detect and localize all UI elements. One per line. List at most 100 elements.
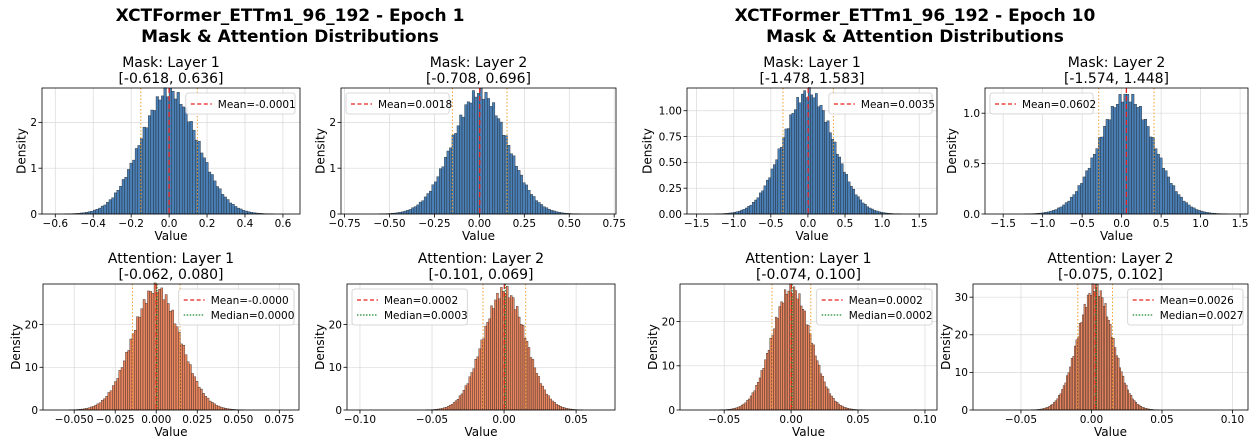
histogram-bar bbox=[753, 390, 756, 411]
histogram-bar bbox=[138, 316, 141, 411]
x-tick-label: −0.025 bbox=[96, 414, 135, 426]
y-tick-label: 20 bbox=[955, 330, 968, 342]
y-tick-label: 1.0 bbox=[963, 108, 980, 120]
histogram-bar bbox=[496, 293, 499, 411]
x-tick-label: 0.2 bbox=[199, 218, 216, 230]
histogram-bar bbox=[1067, 372, 1070, 411]
histogram-bar bbox=[114, 381, 117, 411]
histogram-bar bbox=[223, 196, 227, 215]
histogram-bar bbox=[540, 204, 544, 215]
histogram-bar bbox=[550, 210, 554, 215]
histogram-bar bbox=[1092, 154, 1096, 215]
histogram-bar bbox=[474, 358, 477, 411]
histogram-bar bbox=[514, 166, 518, 215]
histogram-bar bbox=[191, 373, 194, 411]
histogram-bar bbox=[184, 107, 188, 215]
histogram-bar bbox=[845, 174, 849, 215]
histogram-bar bbox=[1182, 200, 1186, 215]
panel-range: [-0.074, 0.100] bbox=[756, 267, 861, 283]
histogram-bar bbox=[94, 404, 97, 411]
histogram-bar bbox=[555, 404, 558, 411]
histogram-bar bbox=[738, 210, 741, 215]
legend-label: Mean=0.0026 bbox=[1160, 295, 1234, 307]
histogram-bar bbox=[784, 128, 788, 215]
histogram-bar bbox=[747, 206, 751, 215]
histogram-bar bbox=[847, 181, 851, 215]
histogram-bar bbox=[484, 325, 487, 411]
histogram-bar bbox=[523, 338, 527, 411]
histogram-bar bbox=[1106, 316, 1109, 411]
histogram-bar bbox=[805, 324, 808, 411]
y-tick-label: 2 bbox=[30, 117, 37, 129]
histogram-bar bbox=[542, 206, 546, 215]
histogram-bar bbox=[875, 210, 879, 215]
histogram-bar bbox=[195, 381, 199, 411]
x-tick-label: −0.4 bbox=[80, 218, 106, 230]
histogram-bar bbox=[824, 122, 828, 215]
histogram-bar bbox=[525, 184, 528, 215]
histogram-bar bbox=[98, 402, 102, 411]
histogram-bar bbox=[482, 98, 485, 215]
histogram-bar bbox=[1080, 322, 1083, 411]
histogram-bar bbox=[103, 204, 107, 215]
histogram-bar bbox=[768, 177, 772, 215]
histogram-bar bbox=[239, 208, 243, 215]
histogram-bar bbox=[1120, 371, 1123, 411]
histogram-bar bbox=[840, 163, 844, 215]
histogram-bar bbox=[512, 297, 515, 411]
histogram-bar bbox=[807, 324, 810, 411]
histogram-bar bbox=[469, 102, 473, 215]
x-tick-label: 0.0 bbox=[1113, 218, 1130, 230]
legend: Mean=0.0002 Median=0.0002 bbox=[816, 288, 932, 326]
histogram-bar bbox=[1077, 185, 1081, 215]
histogram-bar bbox=[470, 372, 473, 411]
histogram-bar bbox=[118, 370, 122, 411]
histogram-bar bbox=[446, 150, 450, 215]
histogram-bar bbox=[1083, 303, 1086, 411]
x-tick-label: 1.0 bbox=[874, 218, 891, 230]
histogram-bar bbox=[517, 316, 521, 411]
histogram-bar bbox=[537, 202, 541, 215]
chart-panel: −0.10 −0.05 0.00 0.05 0 10 20 Value Density Atten… bbox=[313, 251, 616, 439]
histogram-bar bbox=[1048, 405, 1051, 411]
histogram-bar bbox=[1064, 202, 1068, 215]
panel-range: [-0.708, 0.696] bbox=[426, 71, 531, 87]
panel-title: Attention: Layer 1 bbox=[745, 251, 871, 267]
histogram-bar bbox=[812, 344, 815, 411]
histogram-bar bbox=[221, 194, 225, 215]
histogram-bar bbox=[796, 97, 800, 215]
histogram-bar bbox=[471, 90, 475, 215]
histogram-bar bbox=[175, 326, 179, 411]
histogram-bar bbox=[1109, 324, 1112, 411]
histogram-bar bbox=[1046, 406, 1049, 411]
panel-title: Mask: Layer 1 bbox=[122, 55, 220, 71]
histogram-bar bbox=[825, 386, 828, 411]
histogram-bar bbox=[90, 210, 94, 215]
figure-title-epoch-10: XCTFormer_ETTm1_96_192 - Epoch 10 Mask &… bbox=[635, 6, 1195, 48]
histogram-bar bbox=[516, 306, 519, 411]
histogram-bar bbox=[494, 115, 498, 215]
legend: Mean=0.0018 bbox=[345, 92, 452, 115]
histogram-bar bbox=[111, 197, 115, 215]
histogram-bar bbox=[850, 185, 853, 215]
histogram-bar bbox=[545, 393, 548, 411]
histogram-bar bbox=[95, 209, 99, 215]
histogram-bar bbox=[1156, 153, 1160, 215]
histogram-bar bbox=[1056, 398, 1059, 411]
y-tick-label: 20 bbox=[25, 319, 38, 331]
histogram-bar bbox=[416, 204, 420, 215]
panel-range: [-1.478, 1.583] bbox=[759, 71, 864, 87]
histogram-bar bbox=[150, 109, 154, 215]
histogram-bar bbox=[158, 289, 161, 411]
histogram-bar bbox=[517, 170, 521, 215]
histogram-bar bbox=[766, 179, 769, 215]
histogram-bar bbox=[160, 287, 164, 411]
histogram-bar bbox=[186, 361, 190, 411]
y-tick-label: 0.25 bbox=[659, 183, 682, 195]
y-tick-label: 0.0 bbox=[963, 209, 980, 221]
axes-frame bbox=[340, 87, 617, 215]
histogram-bar bbox=[519, 174, 523, 215]
x-tick-label: 0.075 bbox=[264, 414, 294, 426]
histogram-bar bbox=[205, 162, 209, 215]
histogram-bar bbox=[489, 106, 493, 215]
